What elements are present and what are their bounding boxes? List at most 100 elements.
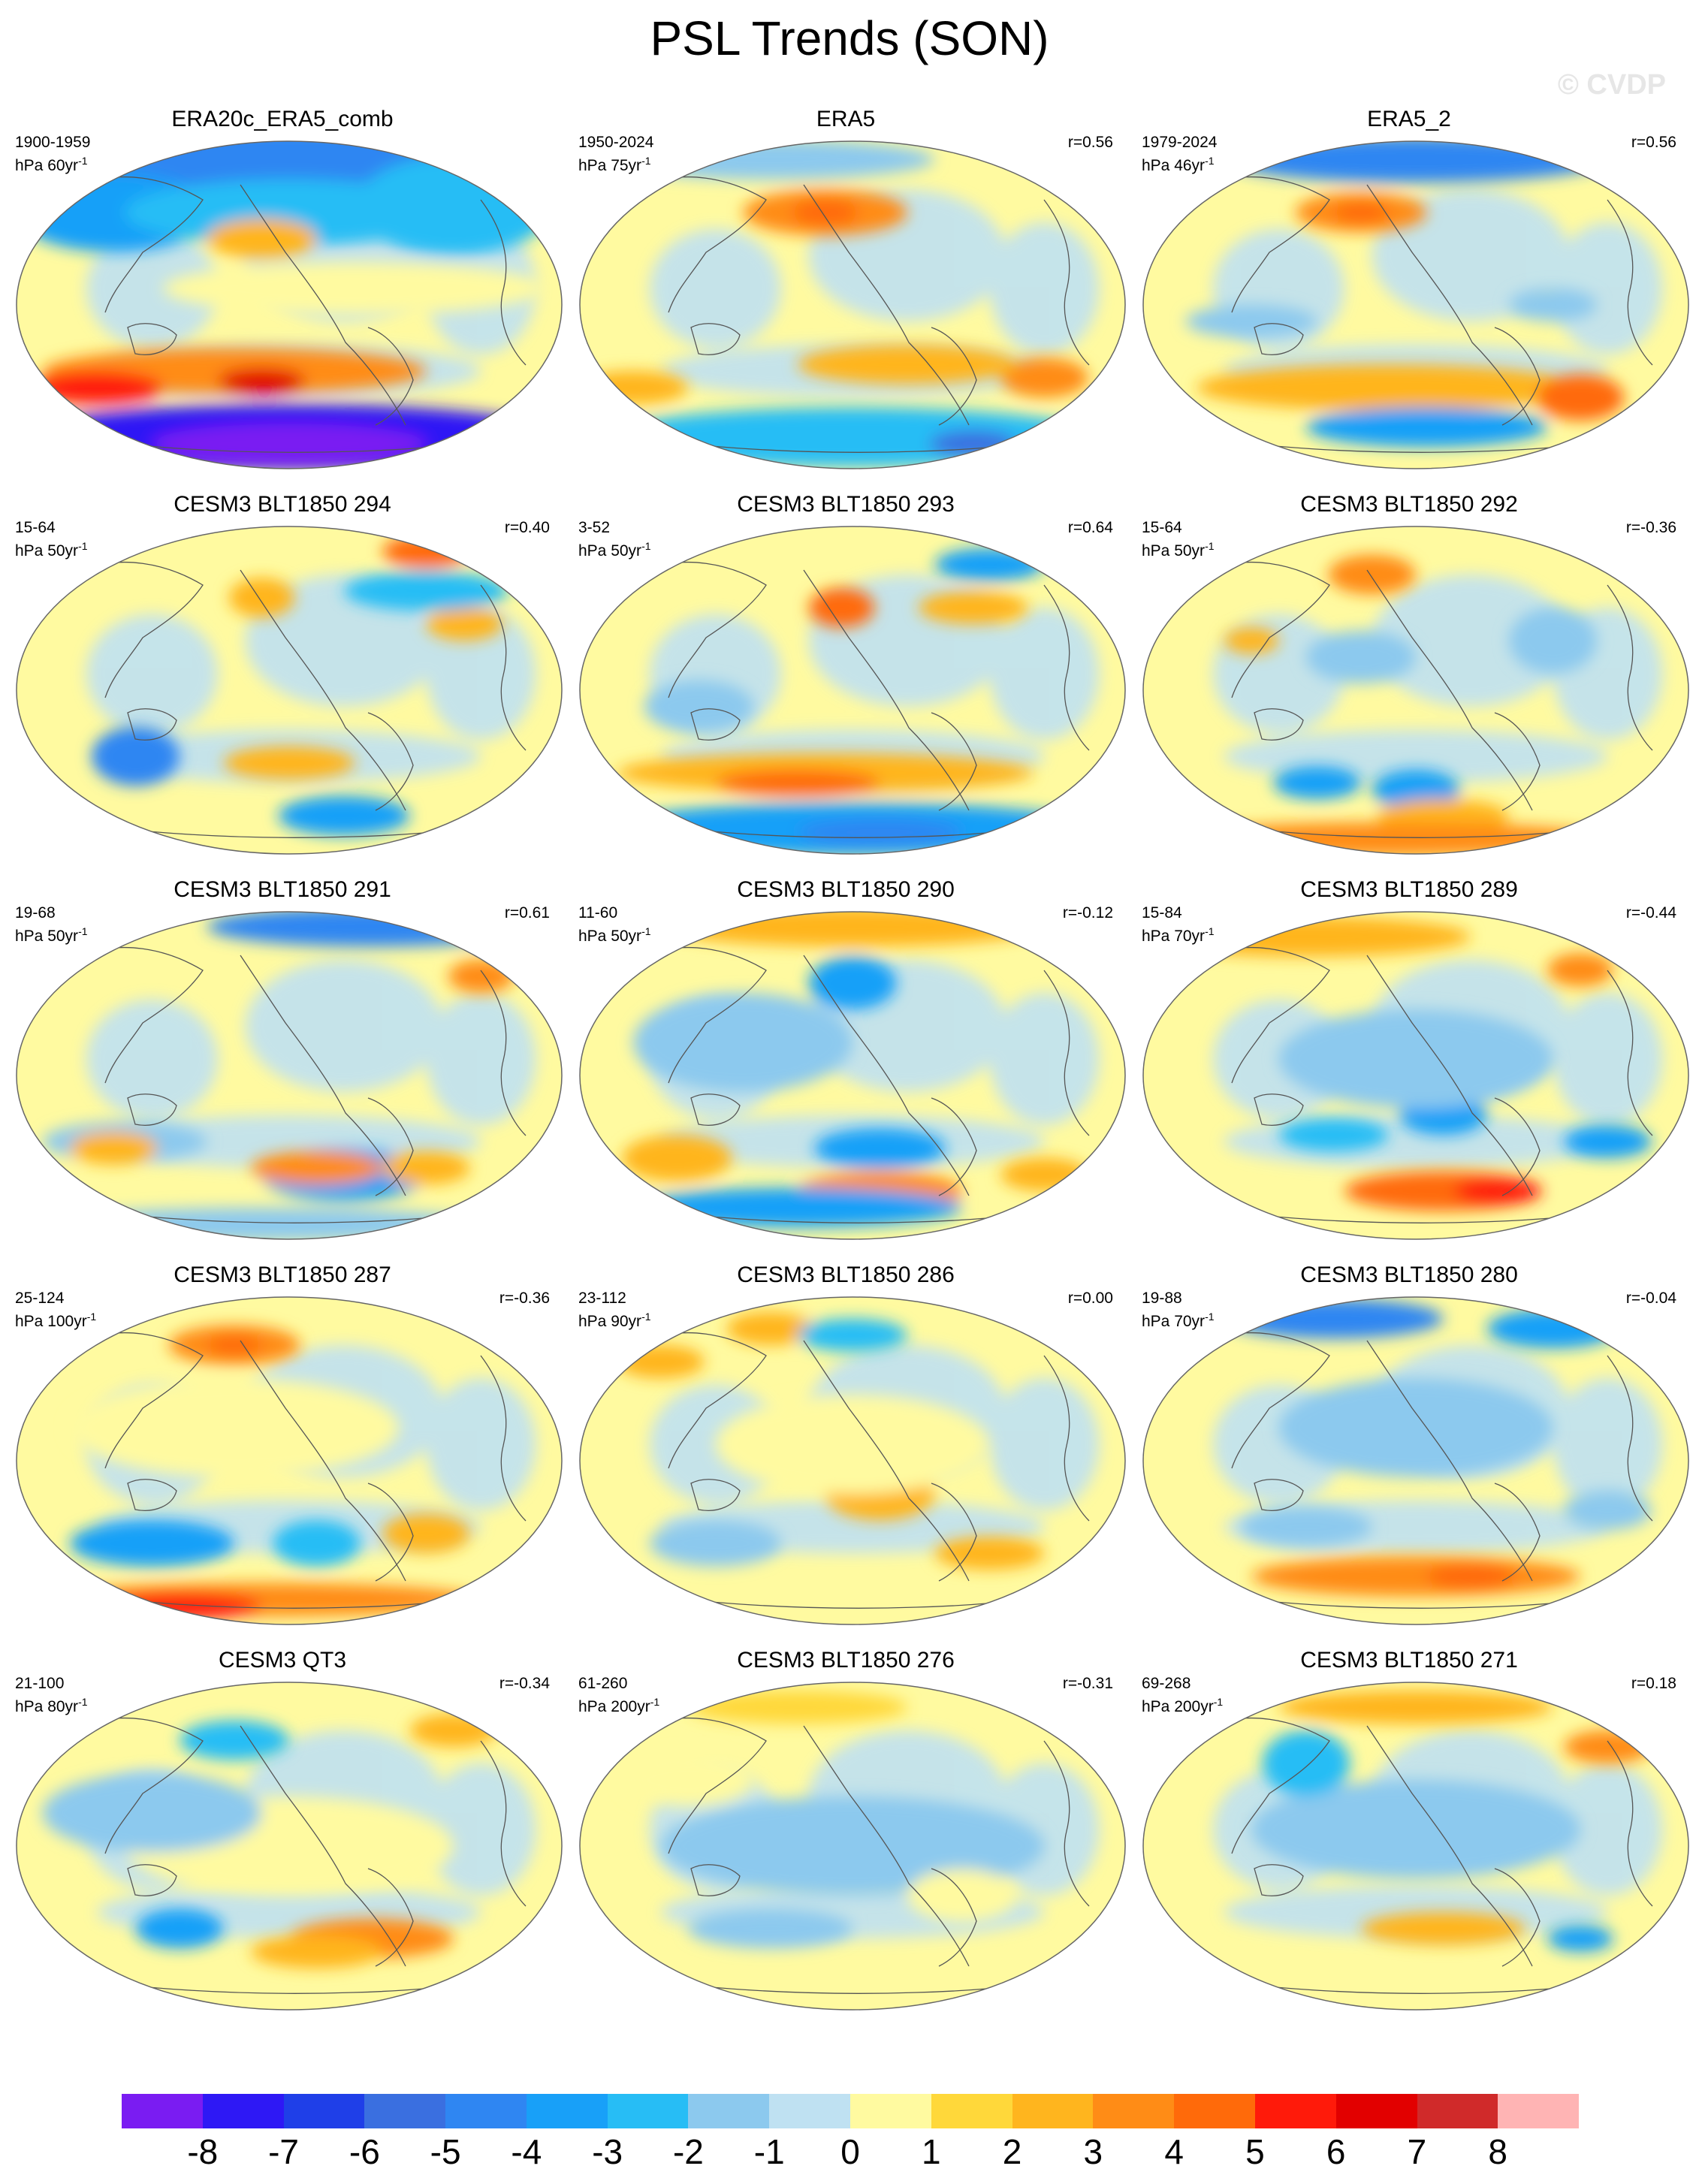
panel-title: CESM3 BLT1850 280	[1300, 1262, 1518, 1287]
trend-anomaly	[1509, 608, 1597, 674]
map-panel: CESM3 BLT1850 290 11-60 hPa 50yr-1 r=-0.12	[568, 877, 1126, 1262]
colorbar-tick-label: -1	[753, 2132, 785, 2171]
colorbar-tick-label: -3	[592, 2132, 623, 2171]
panel-units: hPa 50yr-1	[15, 925, 88, 945]
colorbar-tick-label: -7	[268, 2132, 299, 2171]
trend-anomaly	[622, 1753, 754, 1807]
panel-units: hPa 46yr-1	[1142, 155, 1215, 174]
trend-anomaly	[218, 367, 306, 394]
panel-units: hPa 50yr-1	[578, 540, 651, 560]
trend-anomaly	[273, 1520, 361, 1567]
trend-anomaly	[1564, 1730, 1652, 1763]
panel-correlation: r=0.64	[1067, 519, 1113, 536]
trend-anomaly	[42, 1582, 481, 1616]
colorbar-swatch	[1012, 2094, 1094, 2128]
trend-anomaly	[1564, 1125, 1652, 1158]
trend-map	[1142, 1682, 1689, 2011]
trend-anomaly	[1273, 766, 1361, 800]
colorbar-swatch	[688, 2094, 770, 2128]
panel-years: 1979-2024	[1142, 134, 1218, 151]
trend-anomaly	[1306, 407, 1548, 448]
trend-anomaly	[1333, 202, 1389, 222]
trend-anomaly	[31, 371, 164, 404]
trend-anomaly	[688, 1908, 853, 1949]
trend-anomaly	[605, 141, 935, 179]
trend-anomaly	[1197, 364, 1580, 411]
panel-years: 23-112	[578, 1290, 626, 1307]
trend-anomaly	[1278, 1009, 1553, 1109]
colorbar-tick-label: 2	[1002, 2132, 1022, 2171]
trend-anomaly	[228, 578, 295, 618]
panel-title: CESM3 BLT1850 289	[1300, 877, 1518, 902]
trend-anomaly	[409, 1714, 498, 1747]
panel-units: hPa 60yr-1	[15, 155, 88, 174]
trend-anomaly	[617, 1345, 705, 1378]
panel-units: hPa 70yr-1	[1142, 1311, 1215, 1330]
trend-anomaly	[250, 1151, 383, 1185]
trend-anomaly	[1328, 554, 1416, 595]
panel-units: hPa 80yr-1	[15, 1696, 88, 1715]
panel-title: CESM3 BLT1850 292	[1300, 492, 1518, 517]
panel-correlation: r=0.61	[504, 904, 550, 922]
panel-years: 1900-1959	[15, 134, 91, 151]
colorbar-swatch	[1417, 2094, 1498, 2128]
colorbar-tick-label: 4	[1164, 2132, 1184, 2171]
trend-anomaly	[448, 960, 515, 993]
panel-years: 61-260	[578, 1675, 628, 1692]
colorbar-tick-label: 6	[1326, 2132, 1346, 2171]
trend-anomaly	[715, 769, 880, 796]
colorbar-tick-label: -4	[511, 2132, 542, 2171]
trend-anomaly	[580, 371, 688, 404]
panel-years: 25-124	[15, 1290, 65, 1307]
panel-correlation: r=-0.31	[1062, 1675, 1113, 1692]
panel-correlation: r=0.56	[1067, 134, 1113, 151]
trend-anomaly	[792, 199, 859, 226]
trend-map	[1142, 526, 1689, 855]
colorbar-tick-label: -6	[349, 2132, 380, 2171]
trend-map	[579, 1296, 1126, 1625]
trend-anomaly	[798, 344, 1017, 385]
trend-map	[16, 140, 563, 469]
panel-correlation: r=0.00	[1067, 1290, 1113, 1307]
trend-anomaly	[250, 1935, 383, 1968]
panel-years: 11-60	[578, 904, 618, 922]
trend-anomaly	[426, 608, 503, 641]
trend-anomaly	[1278, 1118, 1389, 1152]
trend-anomaly	[278, 795, 410, 836]
panel-units: hPa 200yr-1	[578, 1696, 660, 1715]
panel-correlation: r=0.56	[1631, 134, 1676, 151]
colorbar-swatch	[445, 2094, 527, 2128]
panel-correlation: r=-0.36	[499, 1290, 550, 1307]
panel-correlation: r=-0.12	[1062, 904, 1113, 922]
panel-years: 21-100	[15, 1675, 65, 1692]
panel-units: hPa 50yr-1	[1142, 540, 1215, 560]
panel-correlation: r=0.40	[504, 519, 550, 536]
panel-title: CESM3 BLT1850 291	[174, 877, 391, 902]
trend-anomaly	[355, 156, 553, 255]
trend-anomaly	[1426, 1563, 1515, 1590]
panel-years: 1950-2024	[578, 134, 654, 151]
map-panel: CESM3 BLT1850 289 15-84 hPa 70yr-1 r=-0.44	[1131, 877, 1689, 1262]
panel-correlation: r=0.18	[1631, 1675, 1676, 1692]
trend-anomaly	[1262, 1730, 1350, 1796]
colorbar-swatch	[202, 2094, 284, 2128]
trend-anomaly	[1486, 1308, 1619, 1349]
page-title: PSL Trends (SON)	[650, 11, 1049, 65]
trend-anomaly	[605, 407, 1100, 467]
trend-anomaly	[1278, 1691, 1553, 1724]
trend-anomaly	[1000, 1158, 1088, 1191]
colorbar-swatch	[122, 2094, 203, 2128]
trend-anomaly	[726, 1312, 814, 1345]
trend-anomaly	[1143, 916, 1471, 957]
trend-anomaly	[813, 1128, 946, 1169]
trend-anomaly	[70, 1378, 399, 1477]
panel-units: hPa 75yr-1	[578, 155, 651, 174]
panel-title: CESM3 BLT1850 293	[737, 492, 955, 517]
trend-anomaly	[1536, 374, 1625, 421]
trend-anomaly	[1240, 1507, 1372, 1547]
panel-units: hPa 70yr-1	[1142, 925, 1215, 945]
panel-units: hPa 200yr-1	[1142, 1696, 1224, 1715]
trend-anomaly	[135, 1908, 224, 1949]
panel-units: hPa 100yr-1	[15, 1311, 97, 1330]
trend-anomaly	[42, 1208, 481, 1239]
